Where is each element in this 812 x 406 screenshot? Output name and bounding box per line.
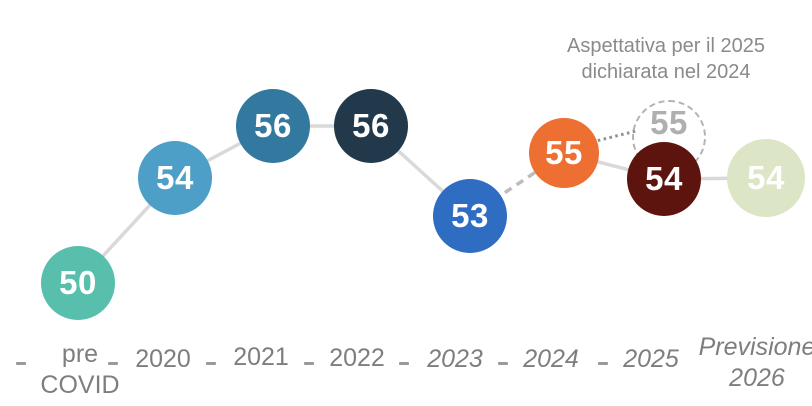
axis-label-2023: 2023 xyxy=(427,345,483,373)
axis-label-2025: 2025 xyxy=(623,345,679,373)
connector-dotted-expectation xyxy=(591,129,637,144)
axis-tick xyxy=(399,362,409,365)
data-point-value: 56 xyxy=(254,107,292,144)
data-point-precovid: 50 xyxy=(41,246,115,320)
axis-tick xyxy=(498,362,508,365)
axis-label-precovid: pre COVID xyxy=(40,339,119,401)
axis-label-2020: 2020 xyxy=(135,345,191,373)
data-point-2025: 54 xyxy=(627,142,701,216)
axis-label-line: COVID xyxy=(40,371,120,399)
data-point-value: 55 xyxy=(545,134,583,171)
axis-tick xyxy=(304,362,314,365)
axis-label-2021: 2021 xyxy=(233,343,289,371)
data-point-2022: 56 xyxy=(334,89,408,163)
annotation-expectation: Aspettativa per il 2025 dichiarata nel 2… xyxy=(526,33,806,85)
axis-label-line: pre xyxy=(61,340,99,368)
data-point-2023: 53 xyxy=(433,179,507,253)
data-point-2020: 54 xyxy=(138,141,212,215)
data-point-2026-previsione: 54 xyxy=(727,139,805,217)
axis-tick xyxy=(16,362,26,365)
annotation-line2: dichiarata nel 2024 xyxy=(581,61,751,83)
data-point-value: 54 xyxy=(156,159,194,196)
data-point-value: 56 xyxy=(352,107,390,144)
data-point-2024: 55 xyxy=(529,118,599,188)
data-point-value: 54 xyxy=(645,160,683,197)
axis-tick xyxy=(598,362,608,365)
data-point-value: 53 xyxy=(451,197,489,234)
axis-label-2022: 2022 xyxy=(329,344,385,372)
data-point-value: 50 xyxy=(59,264,97,301)
axis-tick xyxy=(108,362,118,365)
annotation-line1: Aspettativa per il 2025 xyxy=(567,35,765,57)
axis-label-line: 2026 xyxy=(729,364,785,392)
data-point-value: 54 xyxy=(747,159,785,196)
axis-label-previsione-2026: Previsione 2026 xyxy=(699,332,812,394)
axis-label-line: Previsione xyxy=(698,333,812,361)
data-point-value: 55 xyxy=(650,104,688,141)
data-point-2021: 56 xyxy=(236,89,310,163)
axis-tick xyxy=(206,362,216,365)
axis-label-2024: 2024 xyxy=(523,345,579,373)
